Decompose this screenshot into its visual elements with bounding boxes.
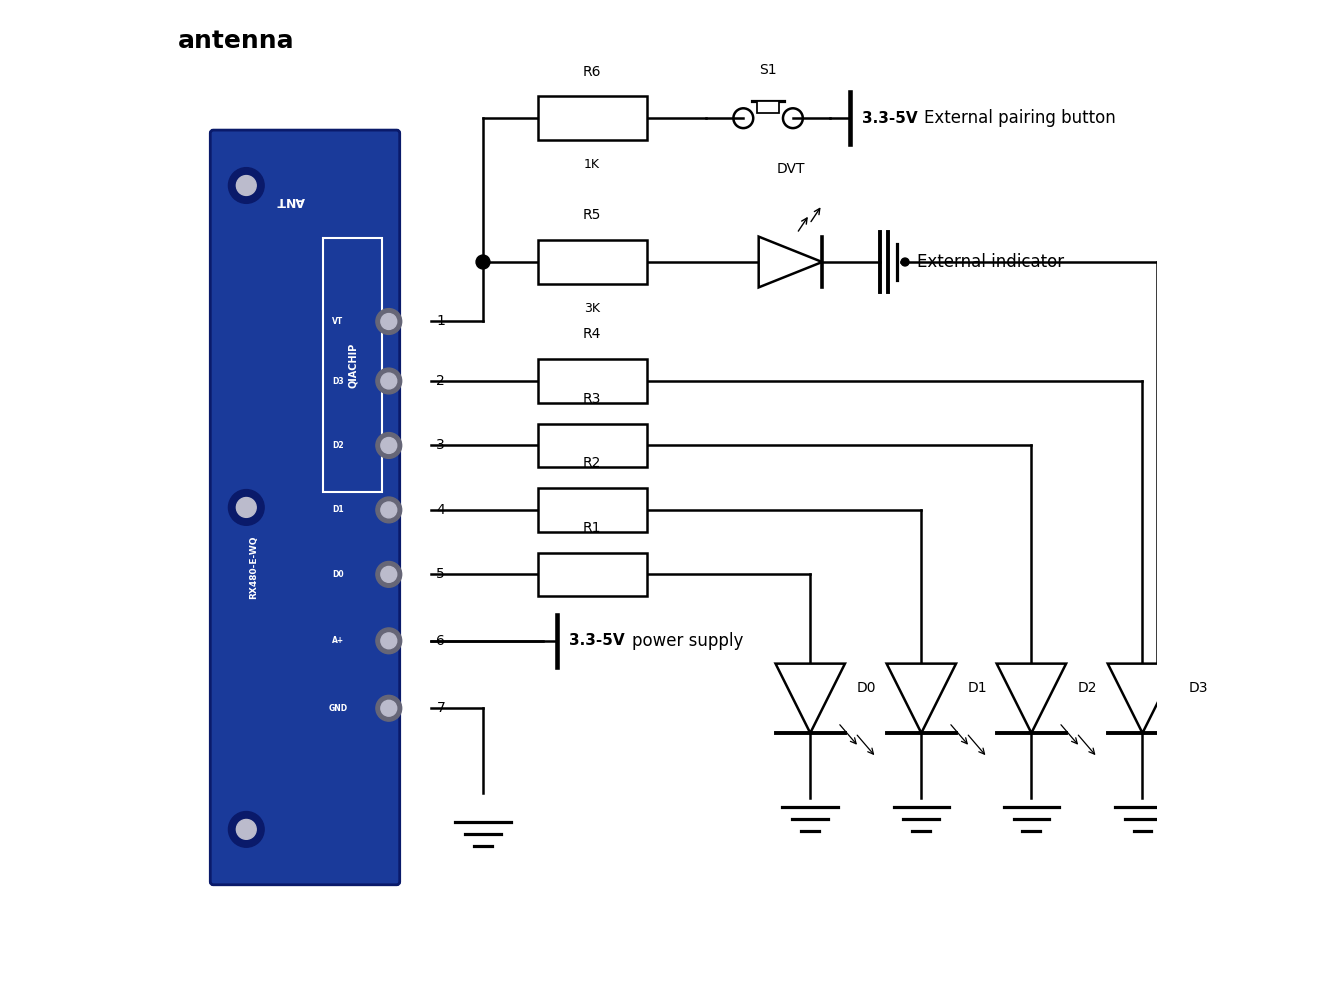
Circle shape [381, 700, 397, 716]
Circle shape [476, 255, 490, 269]
Text: 3: 3 [437, 438, 445, 452]
Circle shape [381, 438, 397, 453]
Text: 3.3-5V: 3.3-5V [569, 633, 624, 648]
Text: External indicator: External indicator [917, 253, 1065, 271]
Circle shape [381, 502, 397, 518]
Text: 1K: 1K [583, 158, 601, 171]
Text: R6: R6 [583, 65, 602, 79]
Polygon shape [886, 664, 957, 733]
Polygon shape [775, 664, 845, 733]
FancyBboxPatch shape [210, 130, 400, 885]
Circle shape [381, 633, 397, 649]
Bar [537, 240, 647, 284]
Bar [323, 238, 382, 492]
Text: 2: 2 [437, 374, 445, 388]
Text: D3: D3 [1189, 681, 1209, 695]
Circle shape [376, 309, 402, 334]
Circle shape [376, 628, 402, 654]
Circle shape [229, 168, 265, 203]
Text: A+: A+ [332, 636, 344, 645]
Polygon shape [1107, 664, 1177, 733]
Circle shape [376, 497, 402, 523]
Text: 7: 7 [437, 701, 445, 715]
Text: D1: D1 [332, 505, 344, 514]
Circle shape [376, 695, 402, 721]
Text: GND: GND [328, 704, 348, 713]
Text: DVT: DVT [777, 162, 804, 176]
Circle shape [376, 368, 402, 394]
Text: R1: R1 [583, 521, 602, 535]
Text: QIACHIP: QIACHIP [348, 343, 357, 388]
Bar [757, 101, 779, 113]
Circle shape [237, 176, 257, 195]
Text: D0: D0 [857, 681, 876, 695]
Circle shape [381, 314, 397, 329]
Text: External pairing button: External pairing button [925, 109, 1117, 127]
Text: D0: D0 [332, 570, 344, 579]
Bar [537, 359, 647, 403]
Circle shape [376, 561, 402, 587]
Text: D3: D3 [332, 376, 344, 385]
Circle shape [237, 819, 257, 839]
Text: R5: R5 [583, 208, 601, 222]
Circle shape [381, 373, 397, 389]
Text: S1: S1 [759, 63, 777, 77]
Circle shape [381, 566, 397, 582]
Text: D1: D1 [968, 681, 987, 695]
Text: VT: VT [332, 317, 344, 326]
Text: D2: D2 [332, 441, 344, 450]
Circle shape [237, 498, 257, 517]
Text: antenna: antenna [177, 29, 294, 53]
Text: 4: 4 [437, 503, 445, 517]
Text: power supply: power supply [632, 632, 744, 650]
Polygon shape [758, 237, 822, 287]
Text: R2: R2 [583, 456, 601, 470]
Circle shape [229, 490, 265, 525]
Bar [537, 488, 647, 532]
Text: R3: R3 [583, 392, 601, 406]
Text: 6: 6 [437, 634, 446, 648]
Circle shape [376, 433, 402, 458]
Text: 1: 1 [437, 314, 446, 328]
Text: ANT: ANT [277, 194, 304, 207]
Text: R4: R4 [583, 327, 601, 341]
Bar [537, 96, 647, 140]
Polygon shape [996, 664, 1066, 733]
Bar [537, 424, 647, 467]
Text: RX480-E-WQ: RX480-E-WQ [249, 536, 258, 599]
Circle shape [229, 812, 265, 847]
Circle shape [901, 258, 909, 266]
Text: 5: 5 [437, 567, 445, 581]
Text: 3K: 3K [583, 302, 601, 315]
Text: 3.3-5V: 3.3-5V [861, 111, 917, 126]
Text: D2: D2 [1078, 681, 1098, 695]
Bar [537, 553, 647, 596]
